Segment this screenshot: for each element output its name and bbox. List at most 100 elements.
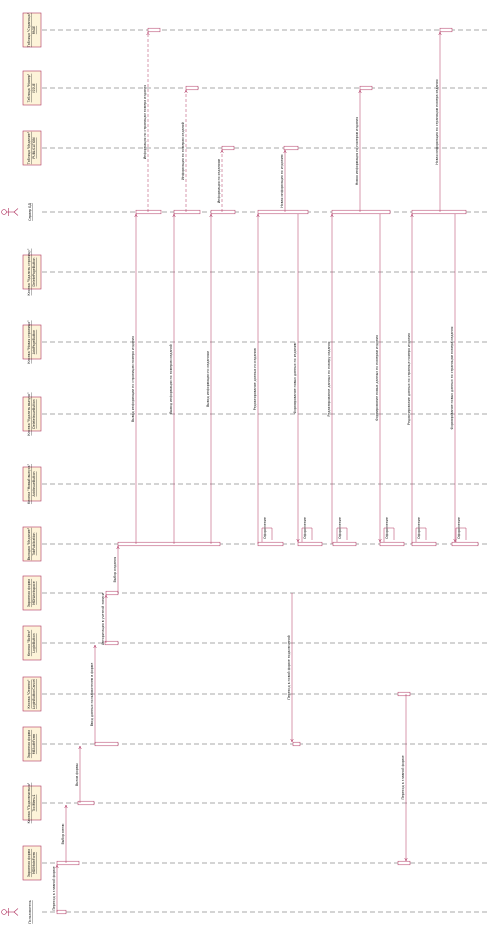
message-arrow: Переход к главной форме [52,864,59,912]
message-label: Вывод информации по страницам номера изд… [131,336,135,422]
message-arrow: Редактирование данных по странице номера… [407,213,414,544]
self-message: Оформление [455,517,467,542]
message-label: Редактирование данных по изданию [253,347,257,410]
activation-bar [283,145,299,151]
actor-icon [1,208,19,216]
message-label: Формирование новых данных по страницам н… [450,326,454,429]
lifeline-sublabel: TabPublication [32,533,36,557]
activation-bar [56,860,80,866]
message-label: Переход к новой форме подключений [287,635,291,699]
lifeline-label: Сервер БД [28,203,32,221]
lifeline-sublabel: MDIMainForm [32,852,36,874]
message-arrow: Информация по изданиям [217,149,224,212]
lifeline-head-menu: Кнопка "Подключиться" ToolMenu1 [22,782,42,823]
lifeline-sublabel: MDIWorkspace [32,581,36,605]
message-label: Редактирование данных по странице номера… [407,333,411,425]
activation-bar [117,541,221,547]
lifeline-box [22,12,42,48]
message-arrow: Информация по номерам изданий [181,89,188,212]
self-message: Оформление [383,517,395,542]
message-arrow: Новая информация по страницам номера изд… [435,31,442,212]
activation-bar [147,27,161,33]
lifeline-label: Экранная форма [27,730,31,758]
lifeline-head-delpage: Кнопка "Удалить страницу" DeletePageButto… [22,248,42,295]
message-arrow: Переход к новой форме подключений [287,593,294,743]
message-arrow: Переход к главной форме [401,694,408,862]
activation-bar [257,541,284,547]
message-arrow: Вывод информации по изданиям [206,213,213,544]
lifeline-sublabel: AddPageButton [32,330,36,355]
actor-icon [1,908,19,916]
activation-bar [451,541,479,547]
lifeline-box [22,726,42,762]
activation-bar [411,541,437,547]
message-label: Информация по страницам номера издания [143,85,147,159]
message-label: Оформление [417,517,421,539]
message-label: Переход к главной форме [52,866,56,910]
message-arrow: Выбор издания [113,545,120,593]
message-label: Новая информация по изданию [280,154,284,208]
self-message: Оформление [301,517,313,542]
activation-bar [221,145,235,151]
lifeline-head-tblNum: Таблица "Номер" ISSUE [22,70,42,106]
lifeline-sublabel: ToolMenu1 [32,795,36,813]
message-arrow: Вызов формы [75,745,82,803]
activation-bar [210,209,236,215]
lifelines [42,29,490,913]
lifeline-box [22,676,42,712]
message-label: Информация по изданиям [217,158,221,203]
message-label: Оформление [385,517,389,539]
message-label: Оформление [263,517,267,539]
lifeline-box [22,396,42,432]
lifeline-label: Вкладка "Издание" [27,527,31,560]
lifeline-box [22,254,42,290]
activation-bar [397,691,411,697]
activation-bar [56,909,67,915]
message-label: Выбор меню [61,823,65,844]
message-arrow: Ввод данных пользователем в форме [90,644,97,744]
lifeline-head-workform: Экранная форма MDIWorkspace [22,575,42,611]
lifeline-label: Экранная форма [27,849,31,877]
activation-bar [297,541,323,547]
lifeline-box [22,70,42,106]
lifeline-sublabel: LoginButton [32,633,36,652]
lifeline-box [22,845,42,881]
message-arrow: Вывод информации по номерам изданий [169,213,176,544]
lifeline-head-user: Пользователь [1,900,32,924]
message-label: Формирование новых данных по номерам изд… [375,335,379,421]
self-message: Оформление [415,517,427,542]
message-arrow: Информация по страницам номера издания [143,31,150,212]
lifeline-label: Кнопка "Отмена" [27,679,31,709]
self-message: Оформление [261,517,273,542]
message-label: Редактирование данных по номеру издания [327,341,331,416]
message-arrow: Формирование новых данных по номерам изд… [375,214,382,543]
activation-bar [185,85,199,91]
message-label: Новая информация по страницам номера изд… [435,79,439,164]
message-label: Вызов формы [75,763,79,786]
message-arrow: Новая информация по изданию [280,149,287,212]
lifeline-label: Кнопка "Новый выпуск" [27,463,31,504]
message-label: Оформление [303,517,307,539]
message-arrow: Редактирование данных по изданию [253,213,260,544]
lifeline-sublabel: AddIssueButton [32,471,36,496]
activation-bar [94,741,119,747]
lifeline-label: Таблица "Страница" [27,12,31,48]
activation-bar [439,27,453,33]
activation-bar [411,209,467,215]
lifeline-sublabel: PUBLICATION [32,137,36,159]
lifeline-box [22,466,42,502]
message-label: Вывод информации по изданиям [206,351,210,407]
message-label: Формирование новых данных по изданию [293,342,297,413]
message-label: Оформление [457,517,461,539]
lifeline-box [22,324,42,360]
message-label: Переход к главной форме [401,755,405,799]
activation-bars [56,27,479,915]
lifeline-head-tabs: Вкладка "Издание" TabPublication [22,526,42,562]
activation-bar [105,590,119,596]
activation-bar [104,640,119,646]
lifeline-label: Пользователь [28,900,32,924]
lifeline-label: Экранная форма [27,579,31,607]
lifeline-label: Кнопка "Новая страница" [27,320,31,364]
lifeline-sublabel: DeleteIssueButton [32,399,36,428]
activation-bar [77,800,95,806]
